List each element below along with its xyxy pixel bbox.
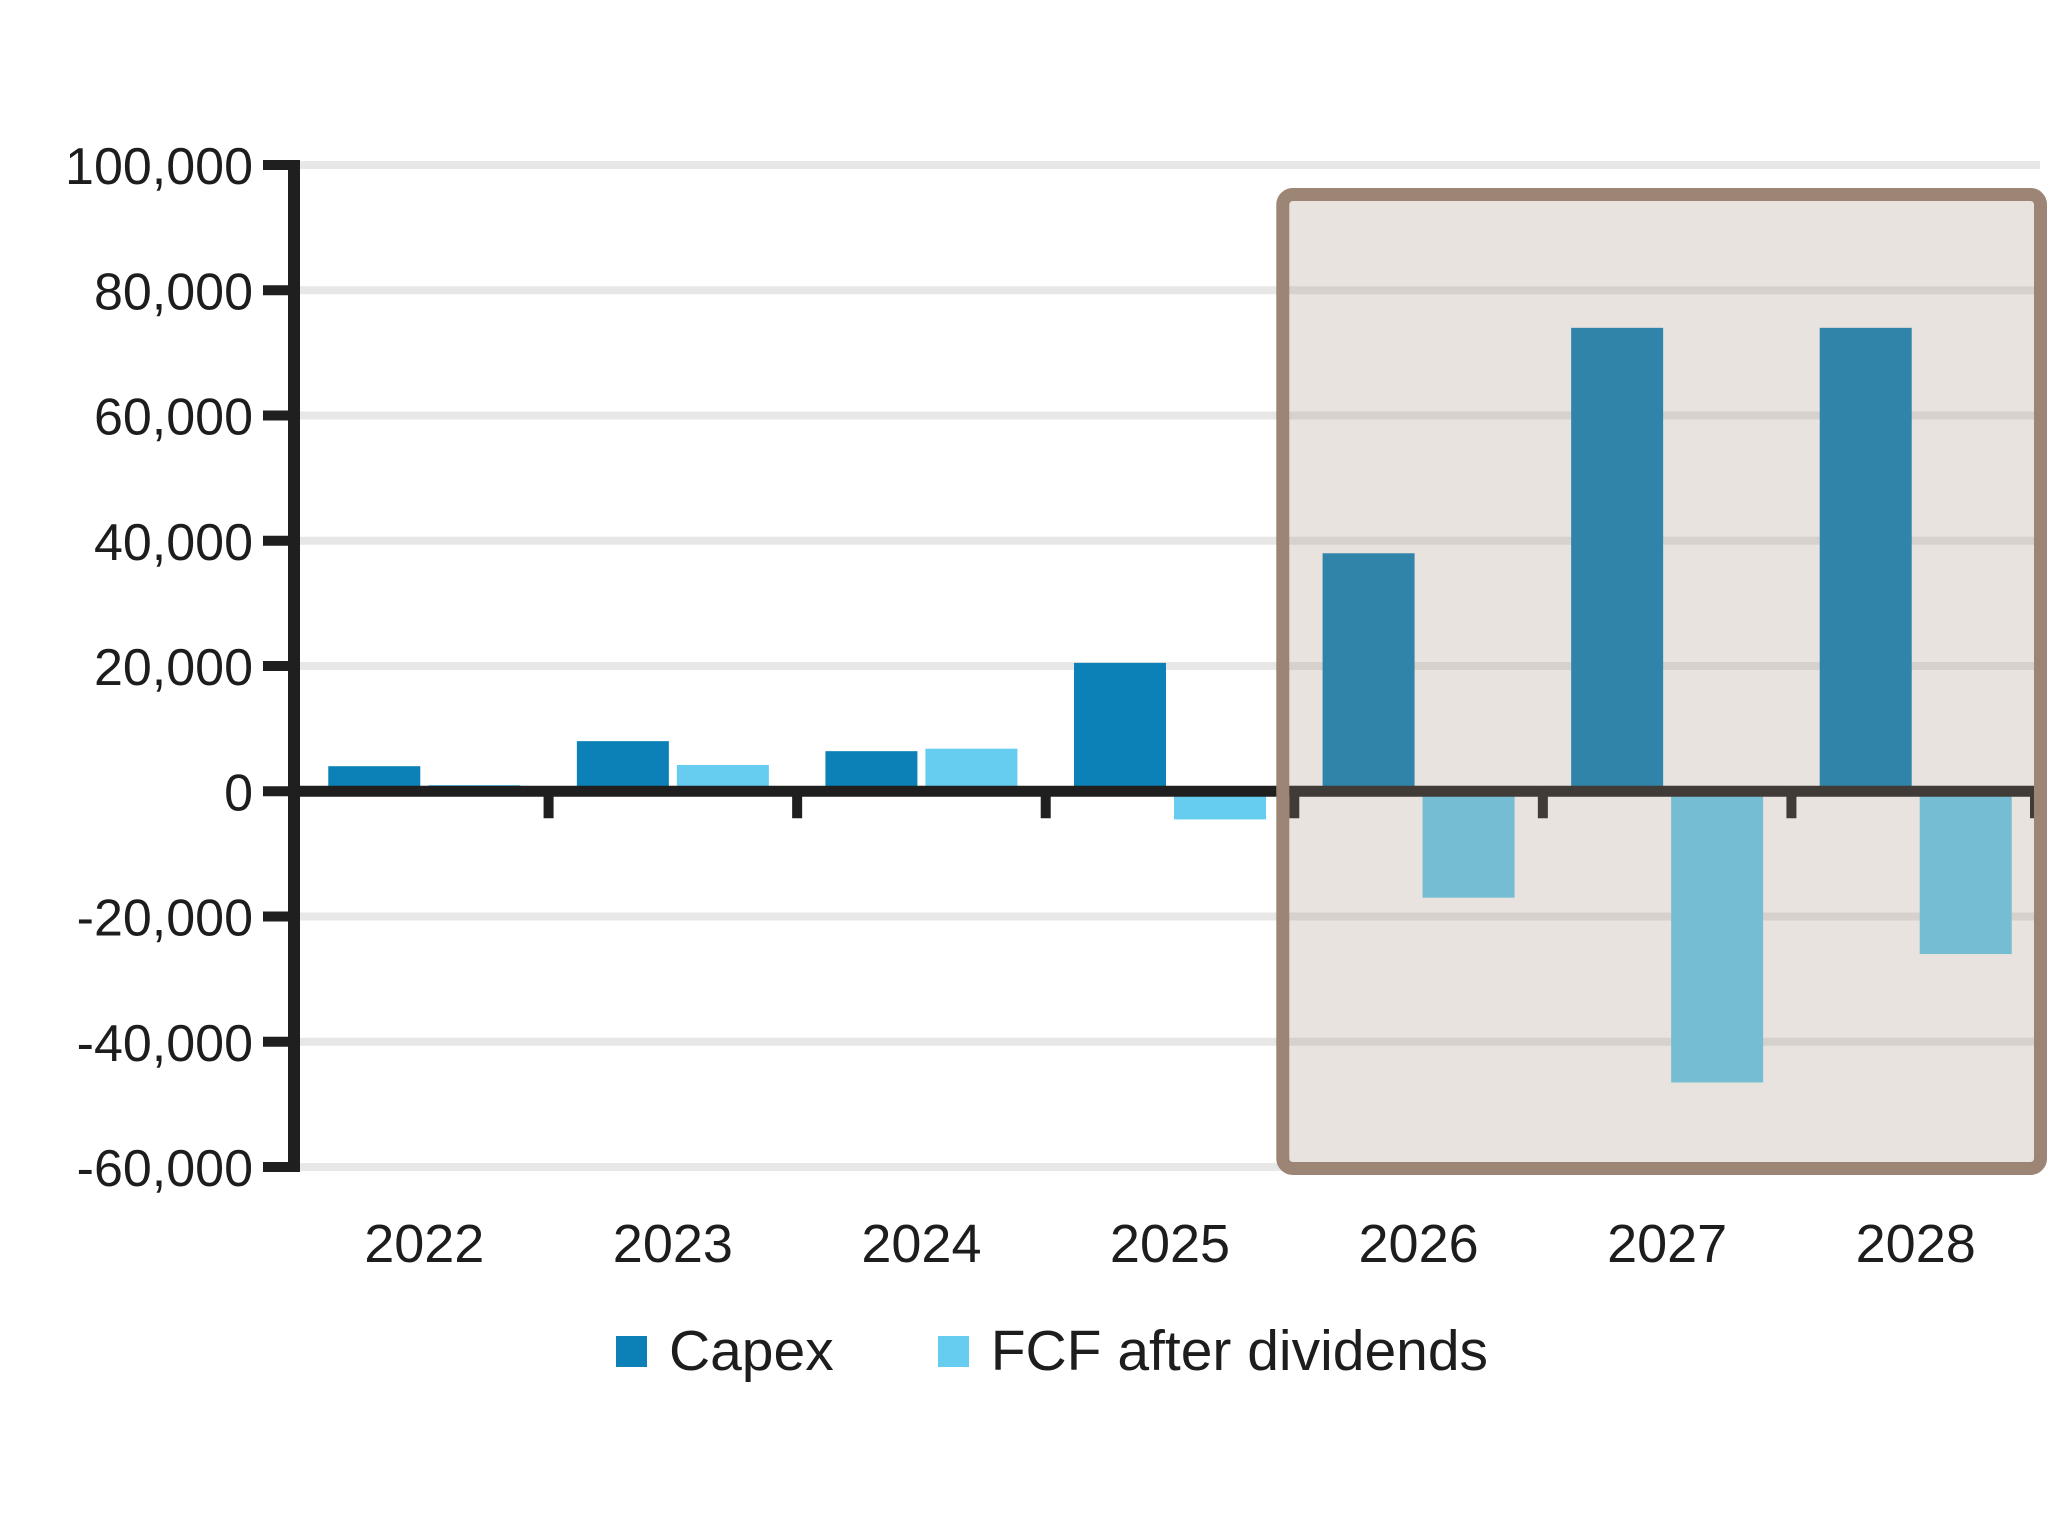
bar-capex-2023	[576, 741, 669, 792]
bar-fcf-2026	[1422, 791, 1515, 898]
y-tick-0	[263, 786, 297, 797]
y-tick-80000	[263, 285, 297, 296]
x-label-2024: 2024	[861, 1214, 981, 1274]
y-tick-label-80000: 80,000	[94, 263, 253, 321]
y-tick--20000	[263, 911, 297, 922]
bar-capex-2026	[1322, 553, 1415, 792]
legend-item-fcf: FCF after dividends	[937, 1318, 1489, 1384]
gridline-80000	[291, 286, 2040, 295]
y-tick-60000	[263, 410, 297, 421]
y-tick-label-60000: 60,000	[94, 389, 253, 447]
legend-label-fcf: FCF after dividends	[990, 1319, 1489, 1383]
bar-capex-2027	[1571, 327, 1664, 792]
gridline-60000	[291, 411, 2040, 420]
y-tick-label--20000: -20,000	[77, 890, 253, 948]
x-tick-2	[792, 791, 803, 819]
bar-capex-2025	[1074, 662, 1166, 792]
bar-fcf-2027	[1671, 791, 1764, 1083]
legend-label-capex: Capex	[668, 1319, 834, 1383]
gridline--20000	[291, 912, 2040, 921]
gridline--60000	[291, 1163, 2040, 1171]
y-tick--60000	[263, 1162, 297, 1172]
highlight-box	[1276, 188, 2048, 1175]
bar-capex-2024	[825, 751, 918, 792]
x-label-2027: 2027	[1607, 1214, 1727, 1274]
y-tick-label--40000: -40,000	[77, 1015, 253, 1073]
y-tick-20000	[263, 661, 297, 671]
bar-fcf-2028	[1919, 791, 2012, 955]
gridline-100000	[291, 161, 2040, 169]
x-label-2023: 2023	[613, 1214, 733, 1274]
x-tick-5	[1537, 791, 1548, 819]
fcf-swatch-icon	[937, 1335, 969, 1367]
y-tick-label-20000: 20,000	[94, 639, 253, 697]
gridline--40000	[291, 1037, 2040, 1046]
y-axis-line	[288, 160, 300, 1172]
x-tick-6	[1786, 791, 1797, 819]
gridline-40000	[291, 536, 2040, 545]
x-tick-4	[1289, 791, 1300, 819]
y-tick-label-100000: 100,000	[65, 138, 253, 196]
legend-item-capex: Capex	[615, 1318, 834, 1384]
y-tick-label-40000: 40,000	[94, 514, 253, 572]
capex-swatch-icon	[615, 1335, 647, 1367]
y-tick-40000	[263, 535, 297, 546]
y-tick-label-0: 0	[224, 764, 253, 822]
y-tick--40000	[263, 1036, 297, 1047]
x-label-2028: 2028	[1856, 1214, 1976, 1274]
x-label-2022: 2022	[364, 1214, 484, 1274]
chart-legend: Capex FCF after dividends	[0, 1318, 2048, 1384]
bar-fcf-2024	[925, 748, 1018, 792]
y-tick-100000	[263, 160, 297, 170]
x-tick-3	[1040, 791, 1051, 819]
x-axis-line	[288, 785, 2040, 797]
x-label-2025: 2025	[1110, 1214, 1230, 1274]
x-tick-1	[543, 791, 554, 819]
bar-capex-2028	[1819, 327, 1912, 792]
y-tick-label--60000: -60,000	[77, 1140, 253, 1198]
x-label-2026: 2026	[1359, 1214, 1479, 1274]
